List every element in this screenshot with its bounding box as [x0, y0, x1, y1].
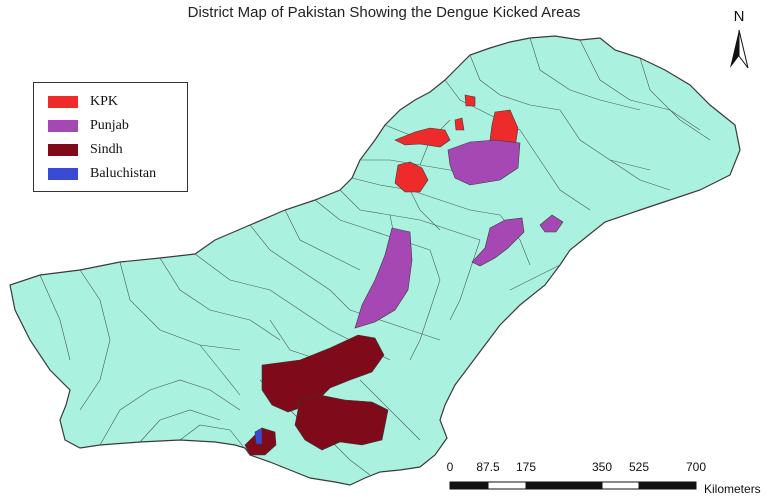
legend-item-kpk: KPK — [48, 93, 118, 111]
north-arrow: N — [724, 8, 754, 74]
scale-tick-2: 175 — [515, 460, 537, 474]
legend-label-sindh: Sindh — [90, 142, 123, 157]
baluchistan-district — [254, 427, 263, 445]
legend-swatch-sindh — [48, 144, 78, 156]
legend-swatch-kpk — [48, 96, 78, 108]
legend-item-punjab: Punjab — [48, 117, 129, 135]
map-legend: KPK Punjab Sindh Baluchistan — [33, 82, 188, 192]
legend-label-kpk: KPK — [90, 94, 119, 109]
scale-bar-graphic — [449, 481, 697, 490]
legend-item-baluchistan: Baluchistan — [48, 165, 156, 183]
scale-tick-4: 525 — [628, 460, 650, 474]
scale-tick-1: 87.5 — [476, 460, 500, 474]
legend-label-punjab: Punjab — [90, 118, 129, 133]
scale-units: Kilometers — [704, 482, 761, 496]
map-title: District Map of Pakistan Showing the Den… — [187, 4, 581, 21]
sindh-districts — [244, 334, 389, 456]
north-label: N — [733, 8, 745, 25]
scale-tick-0: 0 — [446, 460, 454, 474]
legend-swatch-punjab — [48, 120, 78, 132]
north-arrow-icon — [730, 29, 749, 69]
legend-swatch-baluchistan — [48, 168, 78, 180]
country-outline — [9, 35, 741, 486]
legend-label-baluchistan: Baluchistan — [90, 166, 157, 181]
scale-tick-5: 700 — [685, 460, 707, 474]
scale-tick-3: 350 — [591, 460, 613, 474]
scale-bar: 0 87.5 175 350 525 700 Kilometers — [440, 460, 761, 500]
legend-item-sindh: Sindh — [48, 141, 123, 159]
punjab-districts — [354, 139, 564, 329]
